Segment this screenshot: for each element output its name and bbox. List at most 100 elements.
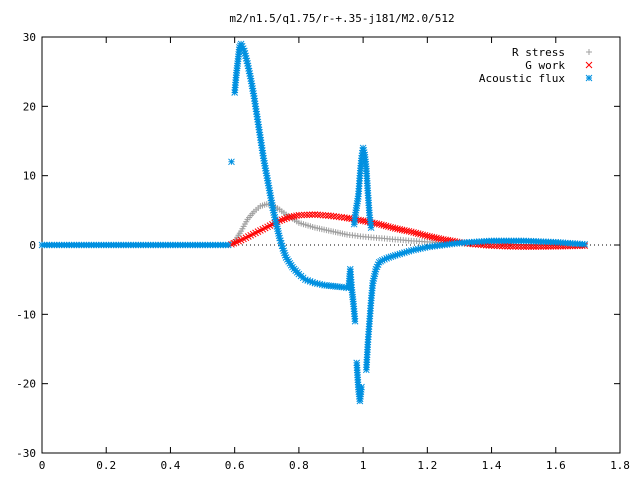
point-g-work xyxy=(335,213,343,221)
point-acoustic-flux xyxy=(244,62,252,70)
point-g-work xyxy=(306,211,313,219)
point-acoustic-flux xyxy=(370,275,378,282)
point-acoustic-flux xyxy=(271,213,279,221)
point-g-work xyxy=(295,211,303,219)
x-tick-label: 1.2 xyxy=(417,459,437,472)
point-g-work xyxy=(281,215,288,223)
point-acoustic-flux xyxy=(279,245,287,252)
point-acoustic-flux xyxy=(236,44,243,51)
y-tick-label: -30 xyxy=(16,447,36,460)
point-acoustic-flux xyxy=(351,317,359,325)
point-acoustic-flux xyxy=(280,247,287,255)
point-acoustic-flux xyxy=(245,67,253,75)
point-acoustic-flux xyxy=(311,279,319,287)
legend-label: G work xyxy=(525,59,565,72)
point-acoustic-flux xyxy=(228,158,235,166)
point-g-work xyxy=(330,212,338,220)
point-acoustic-flux xyxy=(273,223,281,230)
point-acoustic-flux xyxy=(385,254,393,261)
point-g-work xyxy=(501,242,509,250)
legend-marker-r-stress xyxy=(586,49,592,55)
y-tick-label: -20 xyxy=(16,378,36,391)
point-acoustic-flux xyxy=(239,45,247,52)
series-g-work xyxy=(228,211,589,251)
point-acoustic-flux xyxy=(387,253,395,261)
point-g-work xyxy=(311,211,319,218)
legend-label: Acoustic flux xyxy=(479,72,565,85)
y-tick-label: 20 xyxy=(23,100,36,113)
point-acoustic-flux xyxy=(371,270,379,278)
x-tick-label: 0.6 xyxy=(225,459,245,472)
point-acoustic-flux xyxy=(277,239,285,247)
point-acoustic-flux xyxy=(271,216,279,223)
y-tick-label: 10 xyxy=(23,170,36,183)
legend-entry-acoustic-flux: Acoustic flux xyxy=(479,72,593,85)
marks xyxy=(38,40,589,405)
point-g-work xyxy=(319,211,327,219)
point-g-work xyxy=(517,243,525,251)
point-acoustic-flux xyxy=(381,255,388,263)
point-acoustic-flux xyxy=(281,251,289,259)
point-acoustic-flux xyxy=(581,240,589,248)
point-acoustic-flux xyxy=(367,224,375,232)
point-acoustic-flux xyxy=(246,72,254,80)
point-acoustic-flux xyxy=(281,249,288,257)
point-acoustic-flux xyxy=(224,241,232,249)
point-acoustic-flux xyxy=(238,42,246,50)
point-acoustic-flux xyxy=(396,250,404,258)
point-acoustic-flux xyxy=(316,280,324,288)
point-g-work xyxy=(506,243,514,250)
point-g-work xyxy=(327,212,335,220)
point-g-work xyxy=(527,243,535,251)
point-g-work xyxy=(525,243,532,251)
point-acoustic-flux xyxy=(403,248,411,256)
point-acoustic-flux xyxy=(398,249,406,257)
x-tick-label: 1.8 xyxy=(610,459,630,472)
point-acoustic-flux xyxy=(278,242,286,250)
legend-entry-g-work: G work xyxy=(525,59,593,72)
point-acoustic-flux xyxy=(273,220,280,228)
point-acoustic-flux xyxy=(401,249,408,256)
point-g-work xyxy=(530,243,537,250)
point-acoustic-flux xyxy=(389,252,397,260)
point-acoustic-flux xyxy=(360,146,367,154)
point-g-work xyxy=(278,216,286,224)
point-acoustic-flux xyxy=(276,234,283,242)
point-g-work xyxy=(338,213,346,221)
point-g-work xyxy=(308,211,316,218)
point-acoustic-flux xyxy=(394,251,401,259)
point-g-work xyxy=(509,243,517,250)
point-acoustic-flux xyxy=(246,70,254,77)
point-g-work xyxy=(332,213,340,220)
point-acoustic-flux xyxy=(270,211,278,219)
point-acoustic-flux xyxy=(237,40,245,48)
point-acoustic-flux xyxy=(244,59,251,67)
x-tick-label: 1.4 xyxy=(482,459,502,472)
point-acoustic-flux xyxy=(242,52,249,60)
point-g-work xyxy=(300,211,308,219)
legend-marker-acoustic-flux xyxy=(585,74,593,82)
point-acoustic-flux xyxy=(360,149,368,156)
point-acoustic-flux xyxy=(370,272,378,280)
point-acoustic-flux xyxy=(405,247,413,255)
point-acoustic-flux xyxy=(270,209,278,216)
point-acoustic-flux xyxy=(301,276,309,284)
point-acoustic-flux xyxy=(309,278,316,286)
point-acoustic-flux xyxy=(369,279,377,287)
point-g-work xyxy=(298,211,305,219)
point-acoustic-flux xyxy=(369,277,377,285)
point-acoustic-flux xyxy=(240,47,248,55)
point-acoustic-flux xyxy=(245,65,252,72)
point-acoustic-flux xyxy=(373,263,381,271)
point-acoustic-flux xyxy=(272,218,280,226)
point-acoustic-flux xyxy=(372,265,380,273)
point-acoustic-flux xyxy=(379,256,386,264)
point-acoustic-flux xyxy=(274,225,281,233)
x-tick-label: 0 xyxy=(39,459,46,472)
legend-entry-r-stress: R stress xyxy=(512,46,592,59)
point-acoustic-flux xyxy=(275,232,283,240)
chart-title: m2/n1.5/q1.75/r-+.35-j181/M2.0/512 xyxy=(229,12,454,25)
x-tick-label: 0.4 xyxy=(161,459,181,472)
